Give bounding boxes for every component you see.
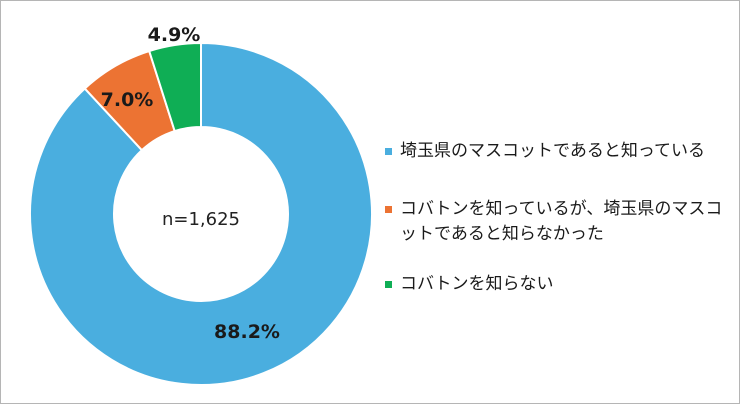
data-label: 7.0%: [101, 89, 154, 111]
data-label: 4.9%: [148, 24, 201, 46]
donut-slice: [29, 41, 373, 386]
data-label: 88.2%: [214, 321, 280, 343]
legend-swatch: [385, 148, 392, 155]
center-label: n=1,625: [162, 209, 240, 230]
legend-item: コバトンを知っているが、埼玉県のマスコットであると知らなかった: [385, 197, 731, 247]
legend-label: コバトンを知らない: [400, 274, 554, 294]
donut-slice: [147, 41, 202, 133]
legend-item: 埼玉県のマスコットであると知っている: [385, 139, 731, 164]
legend-swatch: [385, 281, 392, 288]
legend-item: コバトンを知らない: [385, 272, 731, 297]
legend: 埼玉県のマスコットであると知っている コバトンを知っているが、埼玉県のマスコット…: [385, 139, 731, 297]
legend-swatch: [385, 206, 392, 213]
data-labels: 88.2% 7.0% 4.9%: [101, 24, 280, 343]
donut-slices: [29, 41, 373, 386]
legend-label: コバトンを知っているが、埼玉県のマスコットであると知らなかった: [400, 199, 723, 244]
legend-label: 埼玉県のマスコットであると知っている: [400, 141, 705, 161]
